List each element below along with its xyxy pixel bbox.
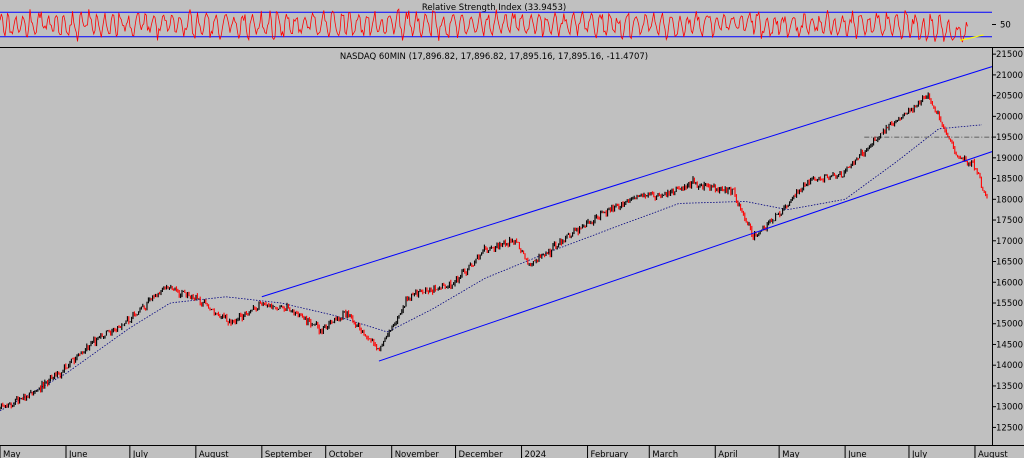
- upper-channel-line: [261, 66, 993, 298]
- x-tick-label: May: [3, 450, 21, 458]
- price-y-tick-label: 17000: [996, 237, 1023, 247]
- x-tick-label: September: [265, 450, 312, 458]
- price-y-tick-label: 20500: [996, 92, 1023, 102]
- candles-layer: [0, 92, 988, 410]
- x-tick-label: August: [199, 450, 229, 458]
- rsi-panel: Relative Strength Index (33.9453) 50: [0, 3, 1024, 48]
- x-tick-label: May: [782, 450, 800, 458]
- price-y-tick-label: 21500: [996, 50, 1023, 60]
- price-y-tick-label: 16000: [996, 278, 1023, 288]
- x-tick-label: June: [68, 450, 88, 458]
- x-tick-label: December: [459, 450, 504, 458]
- channel-lines-layer: [261, 66, 993, 362]
- price-y-tick-label: 19500: [996, 133, 1023, 143]
- price-y-tick-label: 17500: [996, 216, 1023, 226]
- x-tick-label: April: [718, 450, 737, 458]
- rsi-y-axis: 50: [992, 21, 1011, 31]
- rsi-trend-line: [959, 34, 984, 42]
- price-y-axis: 12500 13000 13500 14000 14500 15000 15500 16000…: [992, 50, 1023, 433]
- moving-average-layer: [0, 124, 983, 412]
- x-tick-label: October: [329, 450, 364, 458]
- x-tick-label: March: [652, 450, 678, 458]
- price-y-tick-label: 14500: [996, 340, 1023, 350]
- rsi-series-line: [0, 8, 968, 43]
- price-y-tick-label: 14000: [996, 361, 1023, 371]
- price-y-tick-label: 13500: [996, 382, 1023, 392]
- price-y-tick-label: 21000: [996, 71, 1023, 81]
- x-tick-label: February: [591, 450, 629, 458]
- x-tick-label: November: [395, 450, 440, 458]
- price-y-tick-label: 20000: [996, 112, 1023, 122]
- price-y-tick-label: 15500: [996, 299, 1023, 309]
- rsi-title: Relative Strength Index (33.9453): [422, 3, 566, 13]
- price-title: NASDAQ 60MIN (17,896.82, 17,896.82, 17,8…: [340, 52, 648, 62]
- price-y-tick-label: 18000: [996, 195, 1023, 205]
- price-y-tick-label: 12500: [996, 423, 1023, 433]
- x-tick-label: August: [978, 450, 1008, 458]
- x-axis: May June July August September October Novembe…: [0, 445, 1024, 458]
- x-tick-label: June: [847, 450, 867, 458]
- price-y-tick-label: 15000: [996, 320, 1023, 330]
- price-y-tick-label: 13000: [996, 403, 1023, 413]
- rsi-y-tick-label: 50: [1000, 21, 1011, 31]
- price-y-tick-label: 19000: [996, 154, 1023, 164]
- price-panel: NASDAQ 60MIN (17,896.82, 17,896.82, 17,8…: [0, 48, 1023, 445]
- price-y-tick-label: 16500: [996, 258, 1023, 268]
- moving-average-line: [0, 124, 983, 412]
- price-y-tick-label: 18500: [996, 175, 1023, 185]
- x-tick-label: July: [132, 450, 148, 458]
- x-tick-label: 2024: [525, 450, 547, 458]
- x-tick-label: July: [911, 450, 927, 458]
- lower-channel-line: [378, 151, 993, 362]
- x-axis-ticks: May June July August September October Novembe…: [0, 446, 1008, 458]
